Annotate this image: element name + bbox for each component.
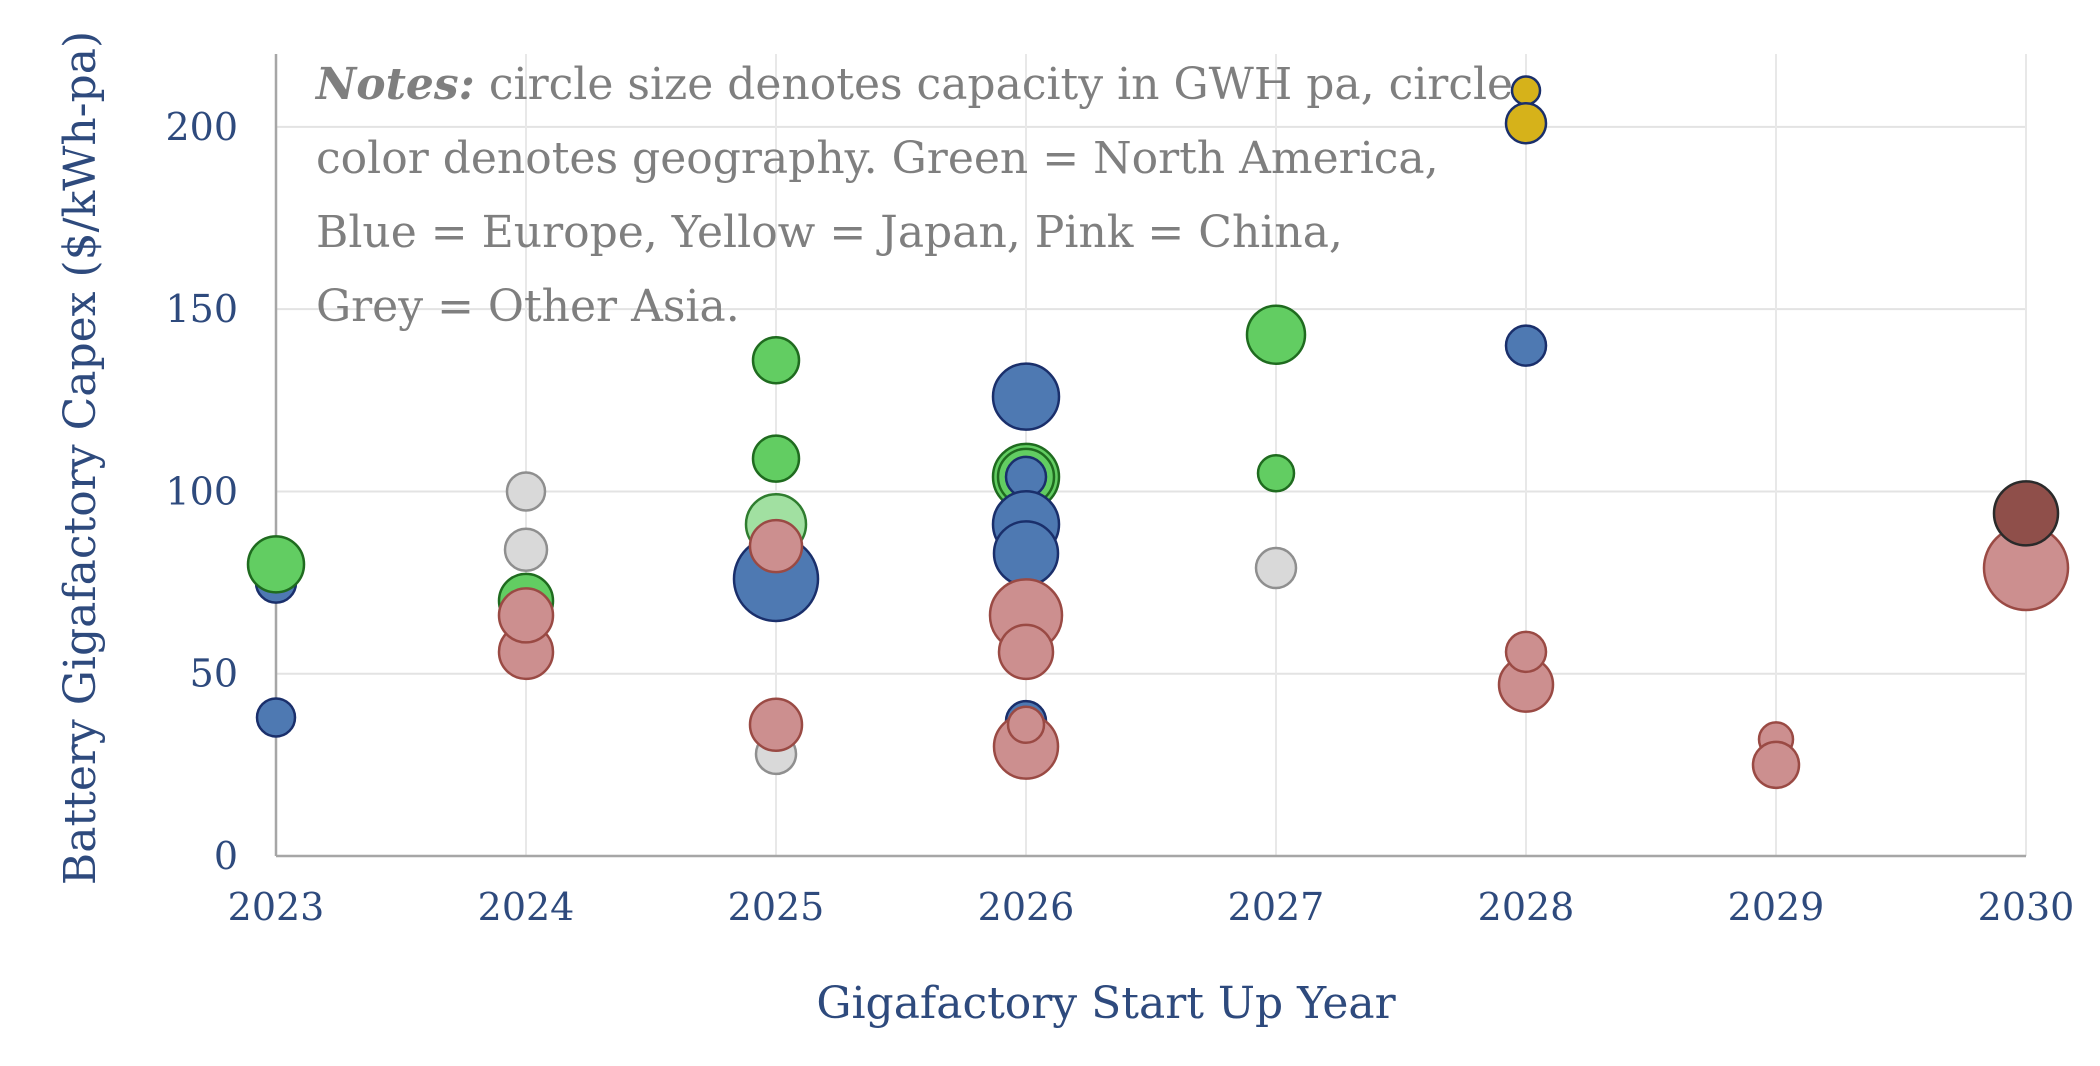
bubble-japan: [1510, 75, 1542, 106]
bubble-other-asia: [1254, 546, 1298, 590]
y-tick-label: 100: [165, 469, 238, 513]
bubble-china: [748, 518, 804, 574]
bubble-china: [997, 623, 1055, 681]
x-tick-label: 2028: [1478, 885, 1575, 929]
notes-line-2: color denotes geography. Green = North A…: [316, 133, 1439, 184]
bubble-north-america: [751, 335, 801, 385]
bubble-north-america: [1245, 304, 1307, 365]
x-tick-label: 2029: [1728, 885, 1825, 929]
bubble-china-dark: [1992, 480, 2060, 547]
notes-line-1: Notes: circle size denotes capacity in G…: [314, 59, 1513, 110]
x-tick-label: 2025: [728, 885, 825, 929]
x-tick-labels: 2023 2024 2025 2026 2027 2028 2029 2030: [228, 885, 2075, 929]
bubble-other-asia: [503, 527, 549, 573]
bubble-north-america: [1256, 453, 1296, 493]
bubble-series: [246, 75, 2070, 790]
bubble-europe: [991, 362, 1061, 431]
bubble-north-america: [246, 535, 306, 594]
chart-notes: Notes: circle size denotes capacity in G…: [314, 59, 1513, 332]
x-tick-label: 2027: [1228, 885, 1325, 929]
bubble-europe: [1504, 324, 1548, 367]
x-tick-label: 2026: [978, 885, 1075, 929]
x-tick-label: 2024: [478, 885, 575, 929]
notes-line-3: Blue = Europe, Yellow = Japan, Pink = Ch…: [316, 207, 1343, 258]
bubble-other-asia: [505, 471, 547, 512]
x-axis-title: Gigafactory Start Up Year: [816, 978, 1396, 1029]
x-tick-label: 2023: [228, 885, 325, 929]
bubble-europe: [992, 520, 1060, 587]
bubble-china: [1751, 740, 1801, 790]
x-tick-label: 2030: [1978, 885, 2075, 929]
notes-text-1: circle size denotes capacity in GWH pa, …: [475, 59, 1513, 110]
y-tick-labels: 0 50 100 150 200: [165, 105, 238, 878]
notes-line-4: Grey = Other Asia.: [316, 281, 740, 332]
bubble-china: [1006, 705, 1046, 745]
bubble-japan: [1504, 102, 1548, 145]
notes-label: Notes:: [314, 59, 475, 110]
y-tick-label: 50: [190, 652, 238, 696]
bubble-europe: [255, 697, 297, 738]
y-axis-title: Battery Gigafactory Capex ($/kWh-pa): [55, 31, 106, 885]
y-tick-label: 0: [214, 834, 238, 878]
y-tick-label: 200: [165, 105, 238, 149]
bubble-china: [1504, 630, 1548, 674]
bubble-north-america: [751, 434, 801, 483]
bubble-china: [748, 697, 804, 753]
y-tick-label: 150: [165, 287, 238, 331]
bubble-china: [497, 587, 555, 644]
